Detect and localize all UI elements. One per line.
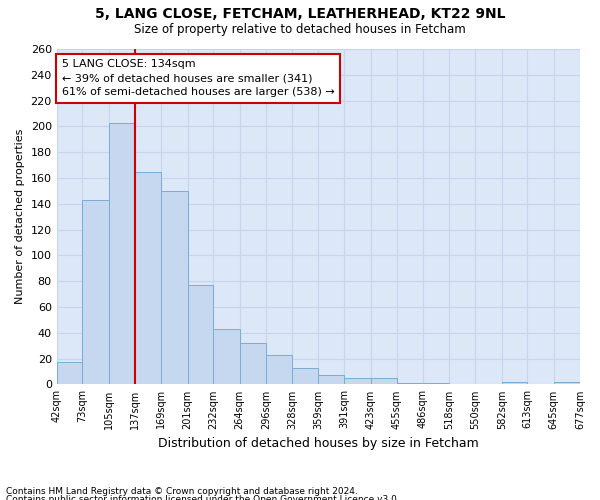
Bar xyxy=(56,362,82,384)
X-axis label: Distribution of detached houses by size in Fetcham: Distribution of detached houses by size … xyxy=(158,437,479,450)
Bar xyxy=(82,200,109,384)
Bar xyxy=(502,382,527,384)
Bar xyxy=(161,191,188,384)
Bar xyxy=(292,368,318,384)
Bar xyxy=(213,329,239,384)
Text: 5 LANG CLOSE: 134sqm
← 39% of detached houses are smaller (341)
61% of semi-deta: 5 LANG CLOSE: 134sqm ← 39% of detached h… xyxy=(62,59,335,97)
Text: Size of property relative to detached houses in Fetcham: Size of property relative to detached ho… xyxy=(134,22,466,36)
Bar xyxy=(344,378,371,384)
Bar xyxy=(397,383,422,384)
Bar xyxy=(318,376,344,384)
Text: Contains HM Land Registry data © Crown copyright and database right 2024.: Contains HM Land Registry data © Crown c… xyxy=(6,488,358,496)
Y-axis label: Number of detached properties: Number of detached properties xyxy=(15,129,25,304)
Bar xyxy=(188,285,213,384)
Bar xyxy=(266,355,292,384)
Text: 5, LANG CLOSE, FETCHAM, LEATHERHEAD, KT22 9NL: 5, LANG CLOSE, FETCHAM, LEATHERHEAD, KT2… xyxy=(95,8,505,22)
Bar xyxy=(422,383,449,384)
Bar xyxy=(371,378,397,384)
Bar xyxy=(109,122,135,384)
Text: Contains public sector information licensed under the Open Government Licence v3: Contains public sector information licen… xyxy=(6,495,400,500)
Bar xyxy=(239,343,266,384)
Bar xyxy=(554,382,580,384)
Bar xyxy=(135,172,161,384)
